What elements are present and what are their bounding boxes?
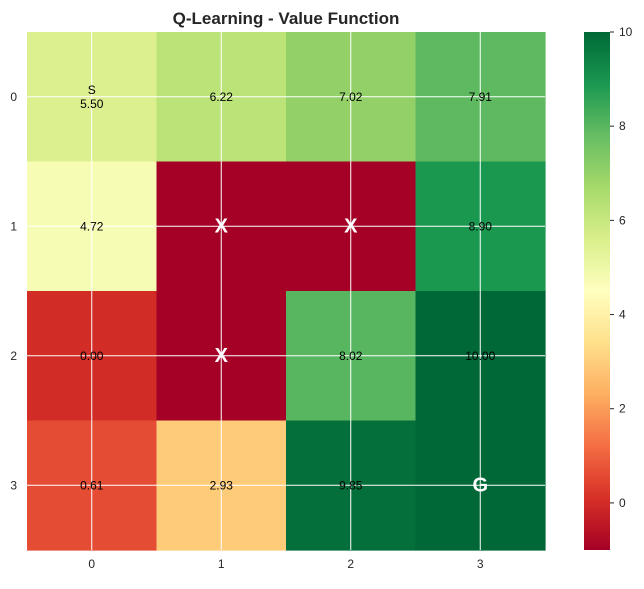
colorbar-tick-label: 2 xyxy=(619,402,626,416)
cell-marker-label: X xyxy=(344,215,358,237)
y-axis-ticks: 0 1 2 3 xyxy=(10,90,17,493)
x-tick-label: 0 xyxy=(88,557,95,571)
colorbar-tick-label: 4 xyxy=(619,308,626,322)
colorbar-tick-label: 6 xyxy=(619,213,626,227)
colorbar-tick-label: 0 xyxy=(619,496,626,510)
x-axis-ticks: 0 1 2 3 xyxy=(88,557,484,571)
x-tick-label: 1 xyxy=(218,557,225,571)
cell-marker-label: X xyxy=(215,345,229,367)
heatmap-gridlines xyxy=(27,32,545,550)
y-tick-label: 1 xyxy=(10,219,17,233)
heatmap-cell-labels: S5.50 6.22 7.02 7.91 4.72 X X 8.90 0.00 X 8.02 10.0… xyxy=(80,83,496,497)
cell-value-label: S xyxy=(88,83,96,97)
colorbar-ticks: 0 2 4 6 8 10 xyxy=(610,25,633,510)
cell-marker-label: G xyxy=(472,474,488,496)
cell-value-label: 10.00 xyxy=(465,349,495,363)
cell-value-label: 7.91 xyxy=(469,90,493,104)
colorbar xyxy=(584,32,610,550)
colorbar-tick-label: 10 xyxy=(619,25,633,39)
cell-value-label: 9.85 xyxy=(339,478,363,492)
y-tick-label: 3 xyxy=(10,478,17,492)
cell-value-label: 4.72 xyxy=(80,219,104,233)
cell-value-label: 5.50 xyxy=(80,97,104,111)
chart-title: Q-Learning - Value Function xyxy=(173,9,400,28)
y-tick-label: 2 xyxy=(10,349,17,363)
cell-marker-label: X xyxy=(215,215,229,237)
x-tick-label: 3 xyxy=(477,557,484,571)
x-tick-label: 2 xyxy=(347,557,354,571)
cell-value-label: 8.02 xyxy=(339,349,363,363)
cell-value-label: 7.02 xyxy=(339,90,363,104)
cell-value-label: 0.61 xyxy=(80,478,104,492)
cell-value-label: 0.00 xyxy=(80,349,104,363)
colorbar-tick-label: 8 xyxy=(619,119,626,133)
cell-value-label: 8.90 xyxy=(469,219,493,233)
cell-value-label: 6.22 xyxy=(210,90,234,104)
heatmap-cells xyxy=(27,32,546,551)
y-tick-label: 0 xyxy=(10,90,17,104)
cell-value-label: 2.93 xyxy=(210,478,234,492)
